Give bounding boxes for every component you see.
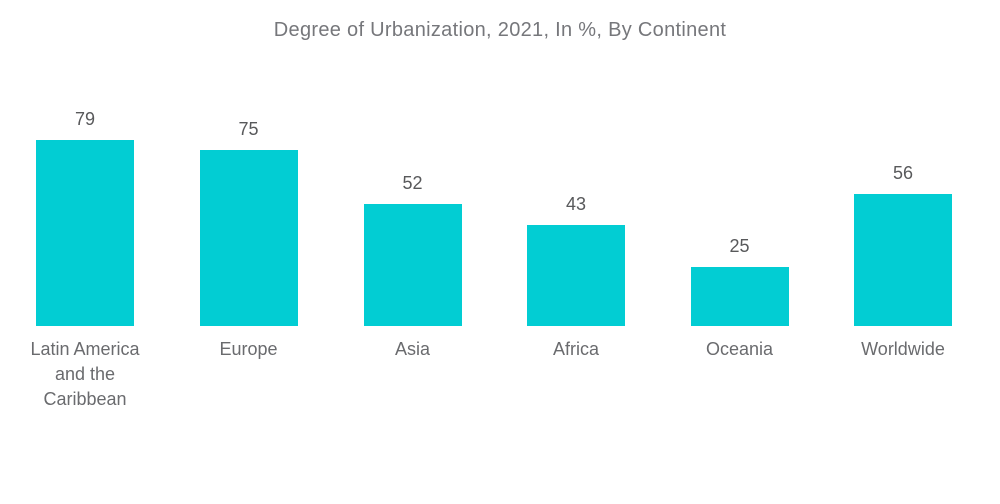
bar-asia (363, 204, 462, 326)
bar-oceania (690, 267, 789, 326)
bar-europe (199, 150, 298, 326)
category-label: Africa (552, 339, 599, 359)
category-label: Europe (219, 339, 278, 359)
value-label: 52 (402, 173, 423, 193)
chart-title: Degree of Urbanization, 2021, In %, By C… (273, 19, 727, 41)
category-label: Oceania (705, 339, 774, 359)
value-label: 75 (238, 119, 259, 139)
category-label: Worldwide (861, 339, 945, 359)
bar-latin-america-and-the-caribbean (36, 140, 134, 326)
value-label: 79 (74, 109, 96, 129)
value-label: 56 (892, 163, 914, 183)
category-label: Latin America and the Caribbean (30, 339, 140, 409)
value-label: 25 (729, 236, 750, 256)
bar-africa (527, 225, 625, 326)
bar-worldwide (854, 194, 952, 326)
category-label: Asia (394, 339, 430, 359)
value-label: 43 (565, 194, 587, 214)
